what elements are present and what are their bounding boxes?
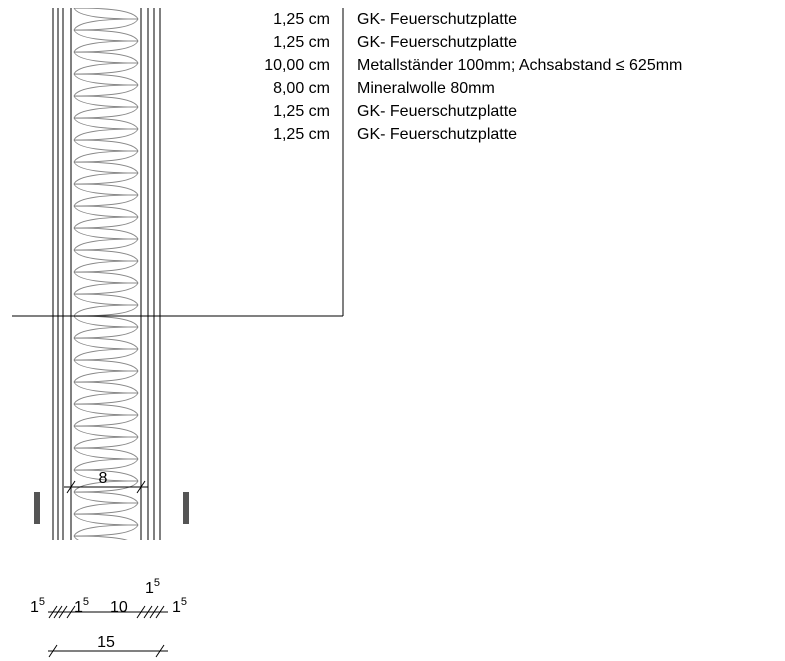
dim-left-board-outer-base: 1	[30, 599, 39, 616]
insulation-dim-tick-right	[136, 480, 146, 494]
total-dimension	[48, 644, 168, 658]
layer-6-thickness: 1,25 cm	[273, 126, 330, 143]
dim-left-board-inner: 15	[74, 596, 89, 616]
mineral-wool-insulation	[73, 8, 139, 540]
layer-dim-tick-7	[149, 605, 159, 619]
layer-3-thickness: 10,00 cm	[264, 57, 330, 74]
layer-6-material: GK- Feuerschutzplatte	[357, 126, 517, 143]
insulation-dim-tick-left	[66, 480, 76, 494]
layer-2-thickness: 1,25 cm	[273, 34, 330, 51]
layer-dim-tick-8	[155, 605, 165, 619]
total-dim-tick-right	[155, 644, 165, 658]
dim-right-board-outer-base: 1	[172, 599, 181, 616]
layer-5-material: GK- Feuerschutzplatte	[357, 103, 517, 120]
layer-4-thickness: 8,00 cm	[273, 80, 330, 97]
layer-3-material: Metallständer 100mm; Achsabstand ≤ 625mm	[357, 57, 682, 74]
layer-2-material: GK- Feuerschutzplatte	[357, 34, 517, 51]
layer-5-thickness: 1,25 cm	[273, 103, 330, 120]
dim-left-board-inner-base: 1	[74, 599, 83, 616]
layer-4-material: Mineralwolle 80mm	[357, 80, 495, 97]
layer-dim-tick-3	[58, 605, 68, 619]
dim-right-board-inner: 15	[145, 577, 160, 597]
layer-1-material: GK- Feuerschutzplatte	[357, 11, 517, 28]
layer-dimension-chain	[48, 605, 168, 619]
wall-layer-lines	[52, 8, 161, 540]
layer-dim-tick-6	[143, 605, 153, 619]
layer-dim-tick-2	[53, 605, 63, 619]
insulation-loops	[73, 8, 139, 540]
dim-right-board-outer-sup: 5	[181, 596, 187, 608]
total-dim-tick-left	[48, 644, 58, 658]
layer-dim-tick-1	[48, 605, 58, 619]
dim-right-board-inner-sup: 5	[154, 577, 160, 589]
wall-section	[52, 8, 161, 540]
dim-left-board-outer-sup: 5	[39, 596, 45, 608]
dim-left-board-outer: 15	[30, 596, 45, 616]
section-mark-right	[183, 492, 189, 524]
dim-left-board-inner-sup: 5	[83, 596, 89, 608]
layer-dim-tick-4	[66, 605, 76, 619]
total-dim-value: 15	[97, 634, 115, 651]
dim-right-board-outer: 15	[172, 596, 187, 616]
section-mark-left	[34, 492, 40, 524]
insulation-dimension	[64, 480, 148, 494]
label-leader	[12, 8, 344, 317]
dim-right-board-inner-base: 1	[145, 580, 154, 597]
layer-dim-tick-5	[136, 605, 146, 619]
layer-1-thickness: 1,25 cm	[273, 11, 330, 28]
insulation-dim-value: 8	[99, 470, 108, 487]
dim-stud: 10	[110, 599, 128, 616]
layer-legend: 1,25 cm GK- Feuerschutzplatte 1,25 cm GK…	[264, 11, 682, 143]
